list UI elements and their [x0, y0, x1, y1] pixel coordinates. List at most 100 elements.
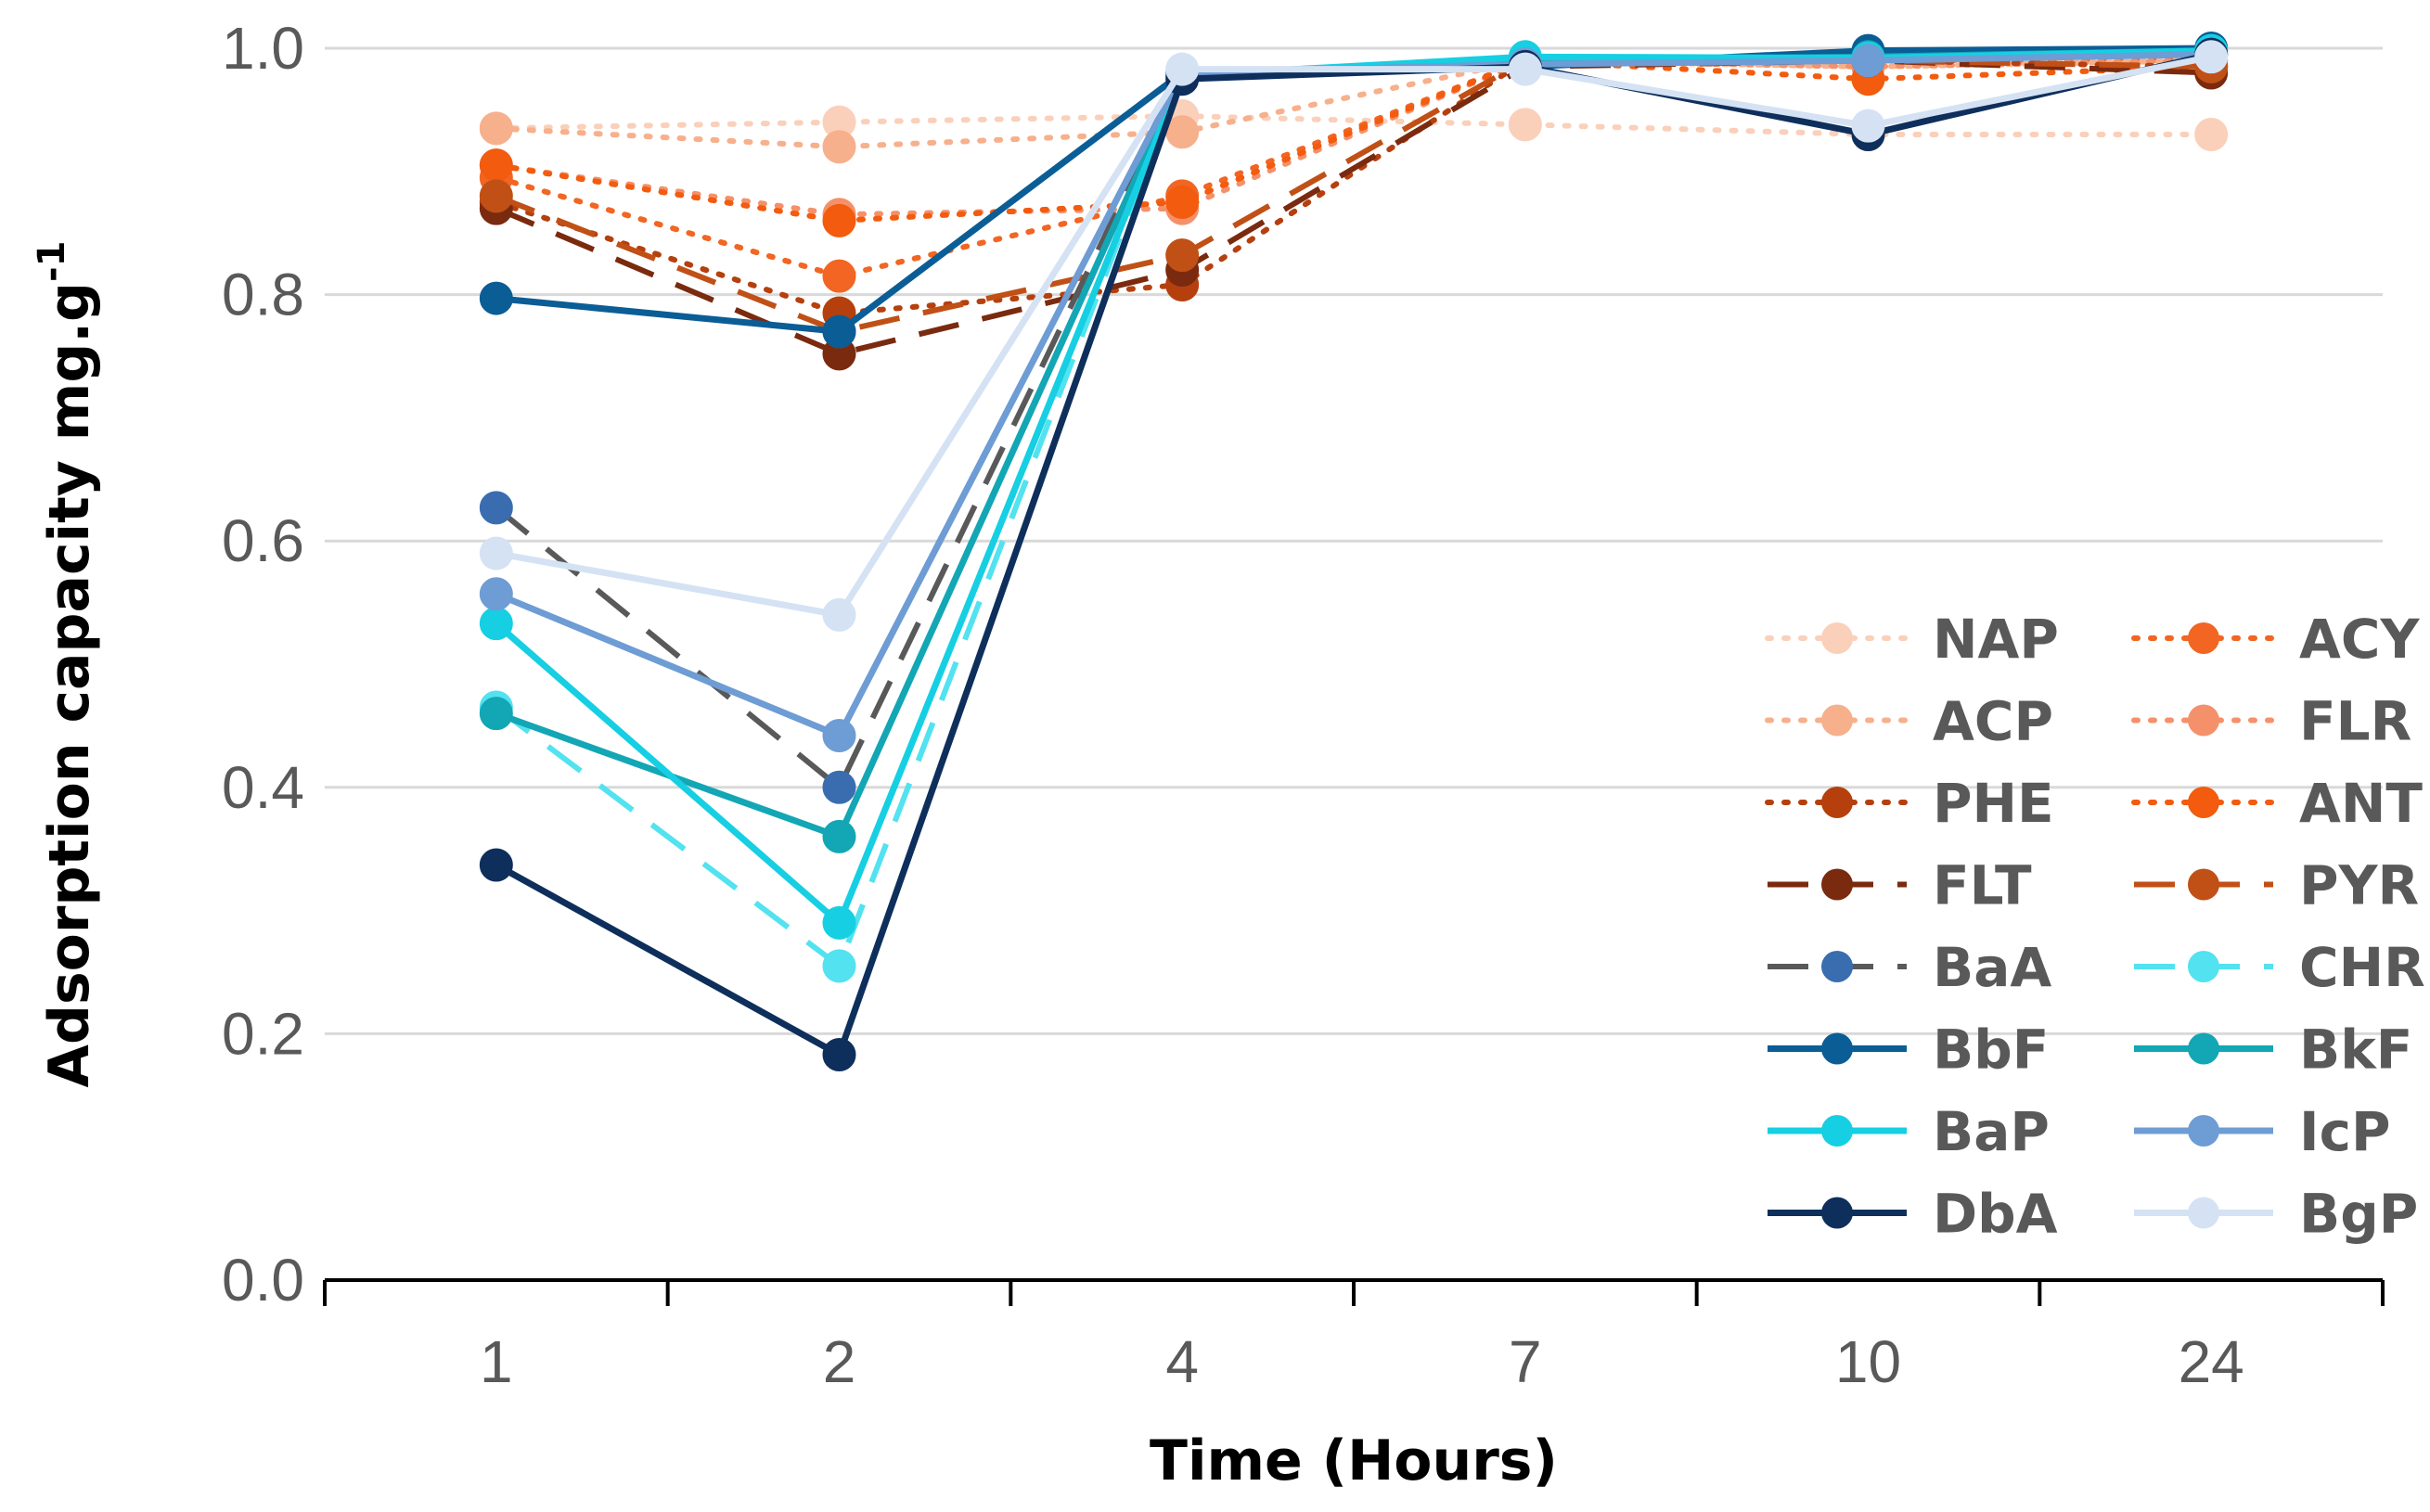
data-point-ant: [479, 148, 513, 183]
legend-label: PYR: [2299, 854, 2419, 917]
legend-label: ANT: [2299, 772, 2423, 835]
legend-item-pyr: PYR: [2134, 854, 2419, 917]
series-line-flt: [495, 58, 2212, 357]
series-phe: [479, 44, 2229, 330]
legend-marker: [1821, 1115, 1853, 1147]
legend-marker: [1821, 1032, 1853, 1065]
legend-marker: [2188, 622, 2219, 654]
legend-item-ant: ANT: [2131, 772, 2423, 835]
legend-marker: [1821, 704, 1853, 737]
series-line-nap: [493, 113, 2215, 137]
data-point-baa: [822, 770, 856, 804]
x-tick-label: 24: [2179, 1328, 2244, 1395]
y-tick-label: 0.4: [222, 754, 304, 821]
data-point-bbf: [822, 314, 856, 349]
series-line-flr: [493, 58, 2215, 218]
data-point-bap: [822, 905, 856, 940]
legend-marker: [2188, 1197, 2219, 1229]
legend-label: DbA: [1933, 1183, 2058, 1246]
legend-label: PHE: [1933, 772, 2054, 835]
legend-label: ACP: [1933, 690, 2053, 753]
series-pyr: [479, 44, 2229, 349]
legend-marker: [2188, 1115, 2219, 1147]
y-axis-title-superscript: -1: [31, 241, 73, 282]
legend-label: BaP: [1933, 1100, 2050, 1163]
legend-item-chr: CHR: [2134, 936, 2425, 999]
series-line-phe: [493, 58, 2215, 316]
data-point-icp: [822, 719, 856, 753]
legend-marker: [2188, 1032, 2219, 1065]
series-baa: [479, 37, 2229, 804]
legend-label: FLT: [1933, 854, 2032, 917]
data-point-bgp: [1165, 52, 1200, 86]
legend-item-flr: FLR: [2131, 690, 2411, 753]
series-line-chr: [495, 51, 2212, 969]
data-point-icp: [479, 577, 513, 611]
data-point-nap: [1508, 108, 1542, 142]
data-point-acp: [479, 111, 513, 146]
legend-label: NAP: [1933, 608, 2059, 671]
series-bgp: [479, 40, 2229, 632]
data-point-bgp: [479, 536, 513, 570]
data-point-bgp: [2194, 40, 2229, 74]
data-point-pyr: [479, 179, 513, 213]
data-point-bap: [479, 607, 513, 641]
data-point-bgp: [1508, 52, 1542, 86]
y-axis-title: Adsorption capacity mg.g-1: [31, 241, 102, 1088]
data-point-bgp: [822, 597, 856, 632]
data-point-acy: [822, 259, 856, 293]
data-point-dba: [479, 848, 513, 882]
y-tick-label: 0.6: [222, 507, 304, 574]
series-line-baa: [494, 51, 2212, 790]
data-point-nap: [2194, 117, 2229, 151]
legend-item-phe: PHE: [1765, 772, 2054, 835]
series-line-bgp: [495, 53, 2212, 619]
series-bbf: [479, 32, 2229, 349]
y-tick-label: 0.8: [222, 262, 304, 328]
x-axis-title: Time (Hours): [1150, 1429, 1558, 1493]
data-point-bgp: [1851, 109, 1885, 143]
data-point-acp: [1165, 115, 1200, 149]
x-tick-label: 10: [1835, 1328, 1901, 1395]
y-tick-label: 0.0: [222, 1247, 304, 1313]
legend: NAP ACY ACP FLR PHE ANT FLT PYR BaA CHR BbF BkF BaP I…: [1765, 608, 2425, 1246]
legend-marker: [1821, 1197, 1853, 1229]
series-line-ant: [493, 58, 2215, 224]
y-axis-title-text: Adsorption capacity mg.g: [37, 282, 102, 1087]
legend-marker: [1821, 787, 1853, 818]
legend-item-flt: FLT: [1768, 854, 2032, 917]
legend-marker: [2188, 868, 2219, 901]
legend-label: BbF: [1933, 1019, 2049, 1082]
x-tick-label: 1: [480, 1328, 513, 1395]
legend-marker: [1821, 868, 1853, 901]
legend-label: ACY: [2299, 608, 2420, 671]
legend-item-bgp: BgP: [2134, 1183, 2418, 1246]
legend-item-bap: BaP: [1768, 1100, 2050, 1163]
series-line-bbf: [495, 45, 2212, 335]
legend-item-icp: IcP: [2134, 1100, 2390, 1163]
data-point-bkf: [479, 697, 513, 731]
legend-item-bkf: BkF: [2134, 1019, 2412, 1082]
data-point-dba: [822, 1037, 856, 1071]
series-line-pyr: [495, 58, 2212, 335]
legend-item-acp: ACP: [1765, 690, 2053, 753]
legend-label: CHR: [2299, 936, 2425, 999]
legend-label: BkF: [2299, 1019, 2412, 1082]
legend-item-nap: NAP: [1765, 608, 2059, 671]
data-point-bbf: [479, 281, 513, 315]
legend-marker: [2188, 951, 2219, 982]
legend-label: BgP: [2299, 1183, 2418, 1246]
legend-item-acy: ACY: [2131, 608, 2420, 671]
legend-label: FLR: [2299, 690, 2411, 753]
data-point-bkf: [822, 819, 856, 853]
x-tick-label: 7: [1509, 1328, 1542, 1395]
legend-item-bbf: BbF: [1768, 1019, 2049, 1082]
data-point-icp: [1851, 44, 1885, 78]
data-point-ant: [1165, 186, 1200, 219]
series-line-acp: [493, 58, 2215, 150]
legend-item-dba: DbA: [1768, 1183, 2058, 1246]
legend-marker: [2188, 787, 2219, 818]
legend-marker: [1821, 951, 1853, 982]
